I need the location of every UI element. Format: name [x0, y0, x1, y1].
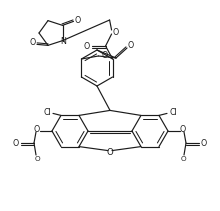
Text: O: O: [180, 156, 186, 162]
Text: O: O: [83, 42, 90, 50]
Text: O: O: [101, 50, 108, 60]
Text: O: O: [74, 16, 81, 25]
Text: O: O: [30, 38, 36, 47]
Text: N: N: [61, 37, 66, 46]
Text: O: O: [34, 156, 40, 162]
Text: O: O: [13, 138, 19, 147]
Text: O: O: [107, 148, 113, 157]
Text: O: O: [180, 126, 186, 134]
Text: O: O: [112, 27, 119, 37]
Text: O: O: [128, 41, 134, 50]
Text: O: O: [201, 138, 207, 147]
Text: Cl: Cl: [43, 108, 51, 117]
Text: O: O: [34, 126, 40, 134]
Text: Cl: Cl: [169, 108, 177, 117]
